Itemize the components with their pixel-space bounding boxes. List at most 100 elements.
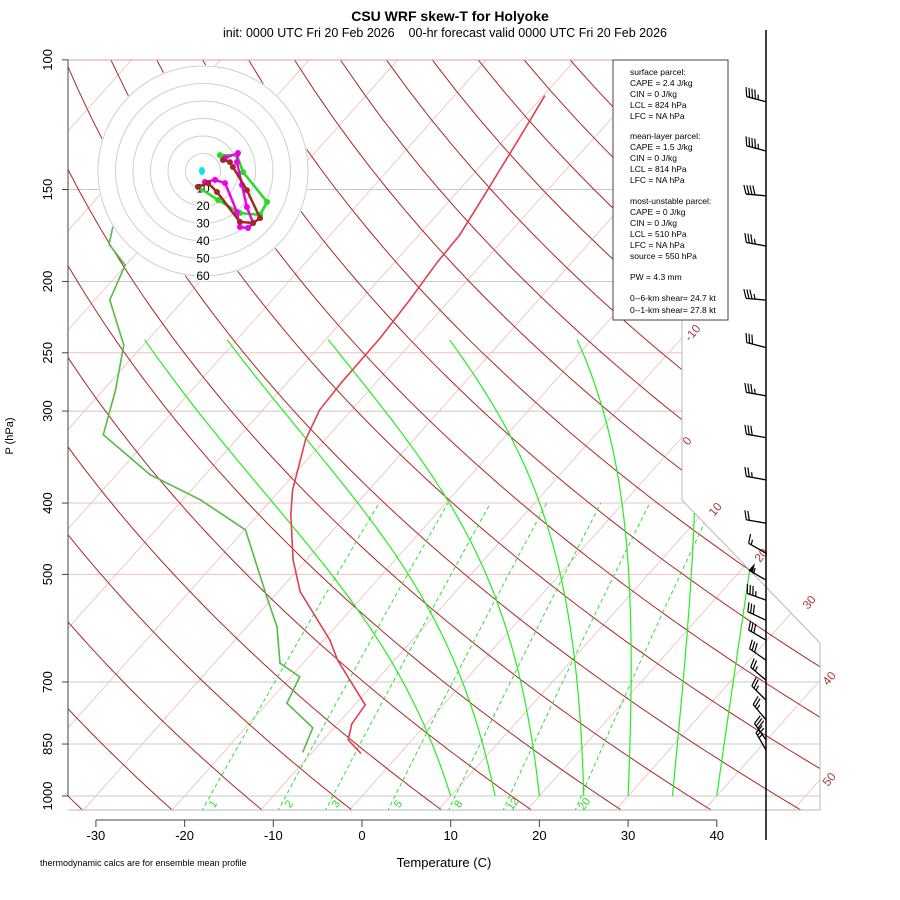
- barb-feather: [750, 622, 754, 632]
- barb-feather: [754, 715, 761, 724]
- wind-barb: [755, 725, 767, 751]
- barb-feather: [744, 510, 747, 520]
- storm-motion-marker: [198, 167, 205, 175]
- isotherm-line: [68, 60, 606, 810]
- dewpoint-point: [108, 243, 110, 246]
- barb-feather: [750, 234, 753, 244]
- barb-feather: [752, 660, 758, 670]
- temperature-point: [347, 739, 349, 741]
- barb-staff: [746, 519, 767, 524]
- info-box-frame: [612, 59, 729, 321]
- wind-barb: [744, 233, 767, 247]
- dewpoint-point: [267, 599, 269, 601]
- barb-feather: [750, 425, 753, 436]
- temperature-point: [379, 337, 381, 340]
- x-tick-label: -20: [175, 828, 194, 843]
- barb-feather: [745, 87, 748, 97]
- barb-staff: [752, 704, 767, 721]
- x-axis-label: Temperature (C): [397, 855, 492, 870]
- x-tick-label: 20: [532, 828, 546, 843]
- barb-feather: [744, 233, 747, 243]
- hodograph-point: [264, 198, 271, 205]
- wind-barb: [746, 583, 767, 601]
- barb-half-feather: [750, 539, 754, 545]
- mixing-ratio-line: [386, 502, 548, 810]
- dry-adiabat: [68, 60, 647, 810]
- wind-barb: [745, 87, 767, 103]
- info-box-line: CAPE = 2.4 J/kg: [630, 78, 693, 88]
- info-box-line: LFC = NA hPa: [630, 111, 685, 121]
- barb-flag: [748, 563, 755, 573]
- barb-feather: [752, 604, 755, 615]
- temperature-point: [318, 409, 321, 411]
- temperature-point: [483, 195, 485, 197]
- barb-staff: [751, 685, 767, 701]
- hodograph-point: [222, 180, 229, 187]
- temperature-point: [543, 95, 546, 97]
- mixing-ratio-line: [200, 502, 380, 810]
- footnote: thermodynamic calcs are for ensemble mea…: [40, 858, 247, 868]
- chart-subtitle: init: 0000 UTC Fri 20 Feb 2026 00-hr for…: [223, 26, 667, 40]
- barb-staff: [750, 666, 767, 681]
- info-box-line: CAPE = 1.5 J/kg: [630, 142, 693, 152]
- barb-feather: [753, 623, 757, 634]
- isotherm-line: [600, 60, 820, 810]
- mixing-ratio-label: 1: [207, 798, 220, 810]
- x-tick-label: 30: [621, 828, 635, 843]
- dry-adiabat: [362, 60, 820, 810]
- barb-feather: [753, 642, 758, 653]
- hodograph-point: [194, 183, 201, 190]
- wind-barb: [750, 658, 767, 681]
- wind-barb: [752, 696, 767, 721]
- chart-title: CSU WRF skew-T for Holyoke: [351, 8, 549, 24]
- isotherm-line: [68, 60, 695, 810]
- barb-feather: [754, 138, 756, 149]
- info-box-line: LCL = 510 hPa: [630, 229, 687, 239]
- hodograph-point: [233, 159, 240, 166]
- barb-feather: [747, 510, 750, 521]
- temperature-point: [329, 639, 331, 641]
- barb-staff: [746, 193, 767, 197]
- barb-feather: [748, 137, 751, 147]
- barb-half-feather: [754, 666, 758, 672]
- barb-feather: [752, 696, 759, 705]
- dry-adiabat: [318, 60, 820, 810]
- barb-staff: [746, 145, 767, 152]
- barb-half-feather: [755, 685, 760, 691]
- dry-adiabat: [68, 60, 556, 810]
- wind-barb: [748, 563, 767, 581]
- barb-feather: [757, 727, 765, 736]
- isotherm-line: [245, 60, 820, 810]
- barb-feather: [748, 620, 752, 631]
- barb-feather: [751, 137, 754, 148]
- mixing-ratio-line: [277, 502, 449, 810]
- barb-feather: [749, 289, 753, 300]
- temperature-trace: [289, 95, 546, 754]
- barb-feather: [752, 185, 756, 196]
- dewpoint-point: [244, 529, 247, 531]
- temperature-point: [351, 723, 353, 725]
- y-tick-label: 500: [40, 564, 55, 586]
- hodograph-ring: [115, 83, 291, 259]
- dry-adiabat: [229, 60, 820, 810]
- barb-staff: [747, 611, 767, 621]
- barb-half-feather: [753, 293, 756, 300]
- barb-feather: [755, 725, 763, 734]
- barb-half-feather: [751, 472, 753, 478]
- barb-feather: [747, 425, 750, 435]
- x-tick-label: 40: [710, 828, 724, 843]
- temperature-point: [292, 559, 294, 561]
- info-box-line: LCL = 824 hPa: [630, 100, 687, 110]
- hodograph-ring-label: 60: [196, 269, 210, 283]
- isotherm-label: -10: [682, 321, 704, 344]
- hodograph-point: [243, 204, 250, 211]
- plot-area: [68, 60, 820, 810]
- barb-feather: [750, 383, 753, 394]
- barb-feather: [754, 698, 761, 708]
- hodograph-ring: [150, 118, 256, 224]
- temperature-point: [436, 260, 439, 263]
- barb-staff: [746, 391, 767, 397]
- dewpoint-point: [124, 264, 126, 266]
- wind-barb: [745, 332, 767, 349]
